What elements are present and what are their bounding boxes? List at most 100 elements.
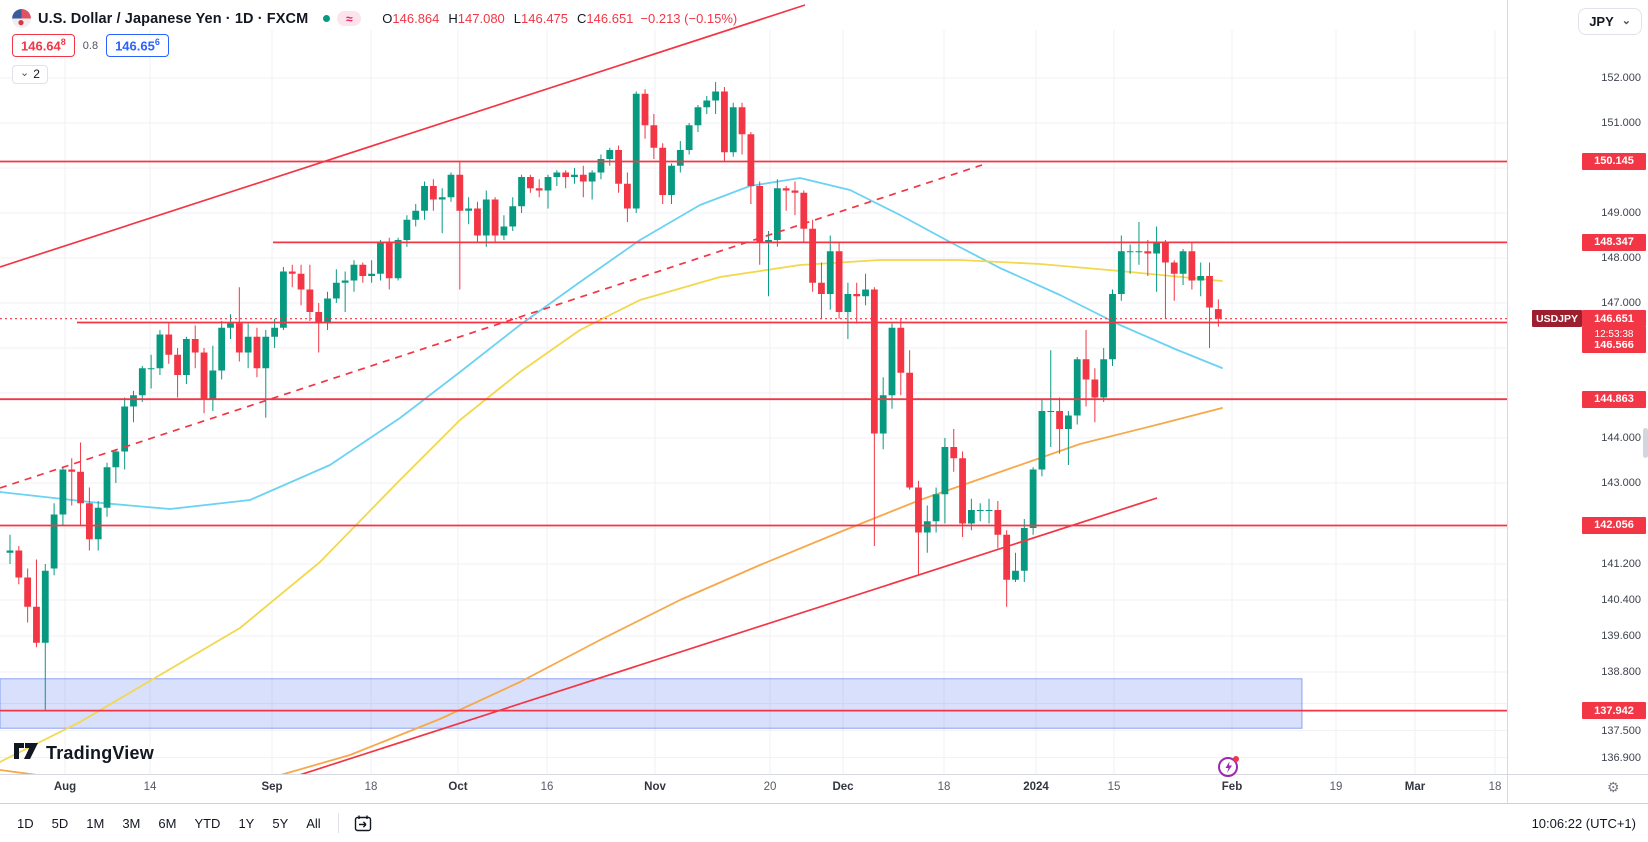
candle[interactable]: [50, 514, 58, 569]
candle[interactable]: [77, 471, 84, 504]
candle[interactable]: [959, 458, 966, 524]
candle[interactable]: [165, 334, 173, 355]
indicators-toggle-button[interactable]: ⌄ 2: [12, 64, 48, 84]
candle[interactable]: [465, 208, 473, 211]
candle[interactable]: [147, 368, 155, 370]
market-status-icon[interactable]: [323, 15, 331, 22]
approx-data-icon[interactable]: ≈: [337, 11, 362, 26]
candle[interactable]: [482, 199, 490, 236]
price-chart[interactable]: [0, 0, 1507, 774]
channel-dashed-trendline[interactable]: [0, 164, 983, 489]
candle[interactable]: [738, 107, 746, 135]
scale-scroll-handle[interactable]: [1643, 428, 1648, 458]
candle[interactable]: [870, 289, 878, 434]
candle[interactable]: [1170, 262, 1178, 274]
candle[interactable]: [324, 298, 331, 324]
candle[interactable]: [571, 174, 578, 177]
candle[interactable]: [271, 327, 278, 337]
candle[interactable]: [1012, 570, 1019, 580]
candle[interactable]: [932, 494, 940, 522]
candle[interactable]: [553, 172, 561, 178]
candle[interactable]: [412, 210, 420, 220]
clock-display[interactable]: 10:06:22 (UTC+1): [1531, 815, 1636, 831]
range-button-6m[interactable]: 6M: [158, 815, 177, 831]
candle[interactable]: [235, 323, 243, 353]
candle[interactable]: [729, 107, 737, 153]
candle[interactable]: [721, 91, 728, 153]
candle[interactable]: [1003, 534, 1011, 580]
candle[interactable]: [1020, 528, 1028, 571]
candle[interactable]: [509, 206, 517, 227]
candle[interactable]: [703, 100, 711, 108]
candle[interactable]: [332, 282, 340, 299]
candle[interactable]: [306, 289, 314, 313]
candle[interactable]: [394, 240, 402, 279]
candle[interactable]: [597, 159, 605, 173]
candle[interactable]: [112, 451, 120, 468]
candle[interactable]: [15, 550, 23, 578]
candle[interactable]: [1117, 251, 1125, 294]
candle[interactable]: [209, 370, 217, 400]
candle[interactable]: [24, 577, 32, 607]
candle[interactable]: [782, 188, 790, 191]
candle[interactable]: [244, 336, 252, 353]
candle[interactable]: [130, 395, 137, 407]
candle[interactable]: [756, 186, 764, 243]
range-button-ytd[interactable]: YTD: [194, 815, 221, 831]
candle[interactable]: [659, 147, 667, 195]
candle[interactable]: [438, 197, 446, 200]
candle[interactable]: [253, 336, 261, 369]
candle[interactable]: [624, 183, 631, 209]
candle[interactable]: [862, 289, 869, 297]
highlight-zone[interactable]: [0, 678, 1303, 729]
candle[interactable]: [280, 271, 287, 328]
candle[interactable]: [535, 188, 543, 191]
candle[interactable]: [897, 327, 905, 373]
candle[interactable]: [1153, 242, 1160, 254]
candle[interactable]: [994, 510, 1002, 535]
candle[interactable]: [809, 228, 817, 283]
candle[interactable]: [632, 93, 640, 209]
go-to-date-button[interactable]: [347, 812, 379, 835]
candle[interactable]: [1029, 469, 1037, 529]
candle[interactable]: [1082, 359, 1090, 380]
candle[interactable]: [765, 240, 772, 243]
candle[interactable]: [950, 447, 958, 459]
candle[interactable]: [641, 93, 649, 126]
symbol-title[interactable]: U.S. Dollar / Japanese Yen · 1D · FXCM: [38, 10, 309, 27]
candle[interactable]: [1126, 251, 1134, 253]
candle[interactable]: [491, 199, 499, 236]
time-axis[interactable]: Aug 14 Sep 18 Oct 16 Nov 20 Dec 18 2024 15 Feb 19 Mar 1…: [0, 774, 1507, 804]
candle[interactable]: [474, 208, 481, 236]
candle[interactable]: [967, 510, 975, 524]
candle[interactable]: [456, 174, 464, 211]
candle[interactable]: [191, 339, 199, 353]
candle[interactable]: [1206, 276, 1213, 308]
candle[interactable]: [447, 174, 455, 198]
candle[interactable]: [712, 91, 719, 101]
candle[interactable]: [341, 280, 349, 283]
candle[interactable]: [218, 327, 226, 371]
candle[interactable]: [791, 190, 799, 193]
candle[interactable]: [1073, 359, 1081, 416]
candle[interactable]: [315, 312, 323, 324]
ma-fast[interactable]: [0, 177, 1223, 510]
currency-unit-button[interactable]: JPY ⌄: [1578, 8, 1642, 35]
candle[interactable]: [826, 251, 834, 294]
candle[interactable]: [615, 150, 622, 184]
candle[interactable]: [853, 294, 861, 297]
candle[interactable]: [6, 550, 14, 553]
candle[interactable]: [1162, 242, 1169, 263]
range-button-1d[interactable]: 1D: [17, 815, 34, 831]
price-scale[interactable]: JPY ⌄ 152.000 151.000 149.000 148.000 147.00…: [1507, 0, 1648, 774]
range-button-3m[interactable]: 3M: [122, 815, 141, 831]
candle[interactable]: [368, 273, 376, 276]
candle[interactable]: [421, 186, 428, 211]
candle[interactable]: [800, 192, 808, 229]
candle[interactable]: [879, 395, 887, 434]
candle[interactable]: [544, 177, 552, 191]
candle[interactable]: [403, 219, 411, 240]
candle[interactable]: [1214, 309, 1222, 319]
candle[interactable]: [1109, 294, 1116, 360]
candle[interactable]: [500, 226, 508, 236]
